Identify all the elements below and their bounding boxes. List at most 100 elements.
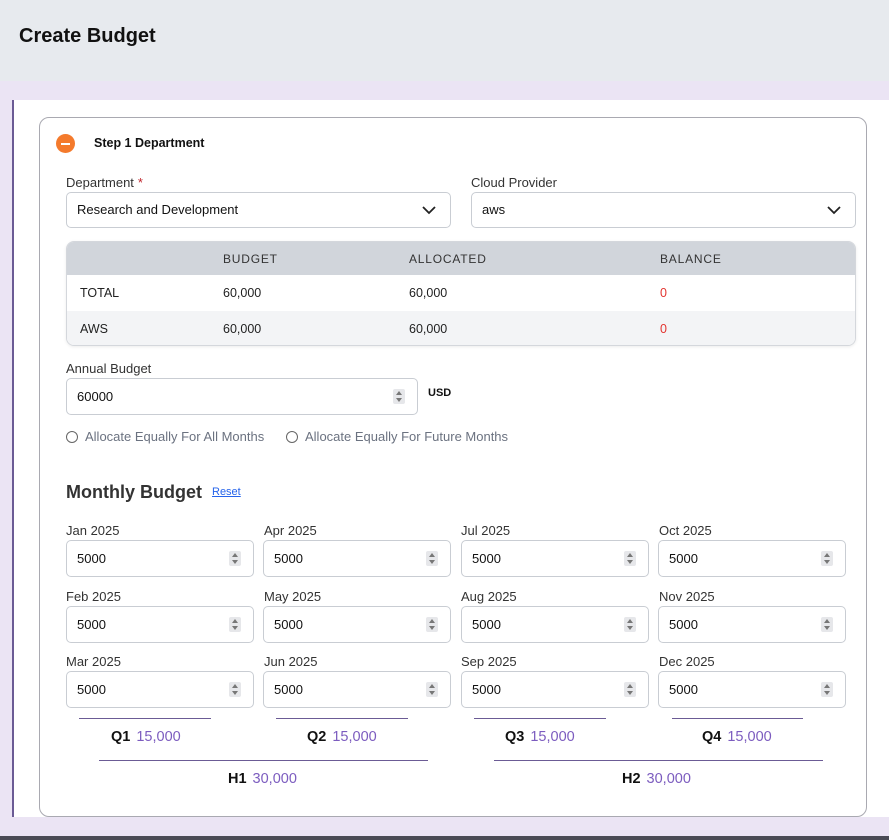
month-label: Sep 2025 — [461, 654, 517, 669]
quarter-total-q4: Q4 15,000 — [702, 729, 772, 745]
spinner-icon[interactable] — [821, 551, 833, 566]
quarter-divider — [474, 718, 606, 719]
month-value: 5000 — [669, 682, 698, 697]
minus-circle-icon[interactable] — [56, 134, 75, 153]
spinner-icon[interactable] — [821, 617, 833, 632]
month-value: 5000 — [77, 682, 106, 697]
cloud-provider-label: Cloud Provider — [471, 175, 557, 190]
half-total-h1: H1 30,000 — [228, 771, 297, 787]
quarter-total-q1: Q1 15,000 — [111, 729, 181, 745]
table-row: TOTAL 60,000 60,000 0 — [67, 275, 855, 311]
month-value: 5000 — [274, 617, 303, 632]
month-input[interactable]: 5000 — [658, 606, 846, 643]
spinner-icon[interactable] — [821, 682, 833, 697]
month-input[interactable]: 5000 — [66, 540, 254, 577]
currency-label: USD — [428, 387, 452, 399]
spinner-icon[interactable] — [229, 551, 241, 566]
month-label: May 2025 — [264, 589, 322, 604]
top-bar: Create Budget — [0, 0, 889, 81]
spinner-icon[interactable] — [229, 617, 241, 632]
department-label: Department * — [66, 175, 143, 190]
step-title: Step 1 Department — [94, 136, 205, 150]
half-divider — [494, 760, 823, 761]
month-value: 5000 — [274, 682, 303, 697]
month-input[interactable]: 5000 — [461, 606, 649, 643]
month-input[interactable]: 5000 — [658, 540, 846, 577]
allocate-future-months-label[interactable]: Allocate Equally For Future Months — [305, 429, 509, 444]
row-balance: 0 — [660, 286, 667, 300]
spinner-icon[interactable] — [229, 682, 241, 697]
quarter-divider — [79, 718, 211, 719]
month-value: 5000 — [472, 617, 501, 632]
spinner-icon[interactable] — [426, 617, 438, 632]
month-label: Aug 2025 — [461, 589, 517, 604]
quarter-divider — [276, 718, 408, 719]
table-row: AWS 60,000 60,000 0 — [67, 311, 855, 345]
half-total-h2: H2 30,000 — [622, 771, 691, 787]
month-value: 5000 — [274, 551, 303, 566]
allocate-future-months-radio[interactable] — [286, 431, 298, 443]
month-input[interactable]: 5000 — [461, 671, 649, 708]
column-header-allocated: ALLOCATED — [409, 252, 487, 266]
allocate-all-months-label[interactable]: Allocate Equally For All Months — [85, 429, 265, 444]
chevron-down-icon — [422, 206, 436, 215]
month-label: Apr 2025 — [264, 523, 317, 538]
reset-link[interactable]: Reset — [212, 486, 241, 498]
spinner-icon[interactable] — [393, 389, 405, 404]
monthly-budget-title: Monthly Budget — [66, 482, 202, 502]
department-select[interactable]: Research and Development — [66, 192, 451, 228]
column-header-budget: BUDGET — [223, 252, 278, 266]
month-label: Nov 2025 — [659, 589, 715, 604]
department-value: Research and Development — [77, 202, 239, 217]
summary-table: BUDGET ALLOCATED BALANCE TOTAL 60,000 60… — [66, 241, 856, 346]
half-divider — [99, 760, 428, 761]
month-input[interactable]: 5000 — [658, 671, 846, 708]
row-budget: 60,000 — [223, 322, 262, 336]
table-header: BUDGET ALLOCATED BALANCE — [67, 242, 855, 275]
quarter-divider — [672, 718, 803, 719]
month-value: 5000 — [669, 617, 698, 632]
month-input[interactable]: 5000 — [263, 540, 451, 577]
month-label: Jul 2025 — [461, 523, 511, 538]
annual-budget-input[interactable]: 60000 — [66, 378, 418, 415]
spinner-icon[interactable] — [624, 682, 636, 697]
row-name: TOTAL — [80, 286, 120, 300]
quarter-total-q2: Q2 15,000 — [307, 729, 377, 745]
month-value: 5000 — [669, 551, 698, 566]
page-title: Create Budget — [19, 25, 156, 47]
month-value: 5000 — [77, 551, 106, 566]
annual-budget-label: Annual Budget — [66, 361, 152, 376]
month-label: Dec 2025 — [659, 654, 715, 669]
month-value: 5000 — [472, 682, 501, 697]
spinner-icon[interactable] — [624, 551, 636, 566]
month-input[interactable]: 5000 — [263, 606, 451, 643]
row-balance: 0 — [660, 322, 667, 336]
month-input[interactable]: 5000 — [66, 606, 254, 643]
month-label: Feb 2025 — [66, 589, 121, 604]
month-value: 5000 — [472, 551, 501, 566]
bottom-strip — [0, 836, 889, 840]
cloud-provider-select[interactable]: aws — [471, 192, 856, 228]
quarter-total-q3: Q3 15,000 — [505, 729, 575, 745]
allocate-all-months-radio[interactable] — [66, 431, 78, 443]
month-label: Jun 2025 — [264, 654, 318, 669]
row-allocated: 60,000 — [409, 322, 448, 336]
cloud-provider-value: aws — [482, 202, 506, 217]
month-value: 5000 — [77, 617, 106, 632]
month-label: Mar 2025 — [66, 654, 121, 669]
month-input[interactable]: 5000 — [66, 671, 254, 708]
row-budget: 60,000 — [223, 286, 262, 300]
row-allocated: 60,000 — [409, 286, 448, 300]
month-label: Oct 2025 — [659, 523, 712, 538]
month-input[interactable]: 5000 — [461, 540, 649, 577]
required-marker: * — [137, 175, 143, 190]
spinner-icon[interactable] — [426, 551, 438, 566]
column-header-balance: BALANCE — [660, 252, 722, 266]
spinner-icon[interactable] — [426, 682, 438, 697]
row-name: AWS — [80, 322, 109, 336]
chevron-down-icon — [827, 206, 841, 215]
spinner-icon[interactable] — [624, 617, 636, 632]
annual-budget-value: 60000 — [77, 389, 114, 404]
month-label: Jan 2025 — [66, 523, 120, 538]
month-input[interactable]: 5000 — [263, 671, 451, 708]
